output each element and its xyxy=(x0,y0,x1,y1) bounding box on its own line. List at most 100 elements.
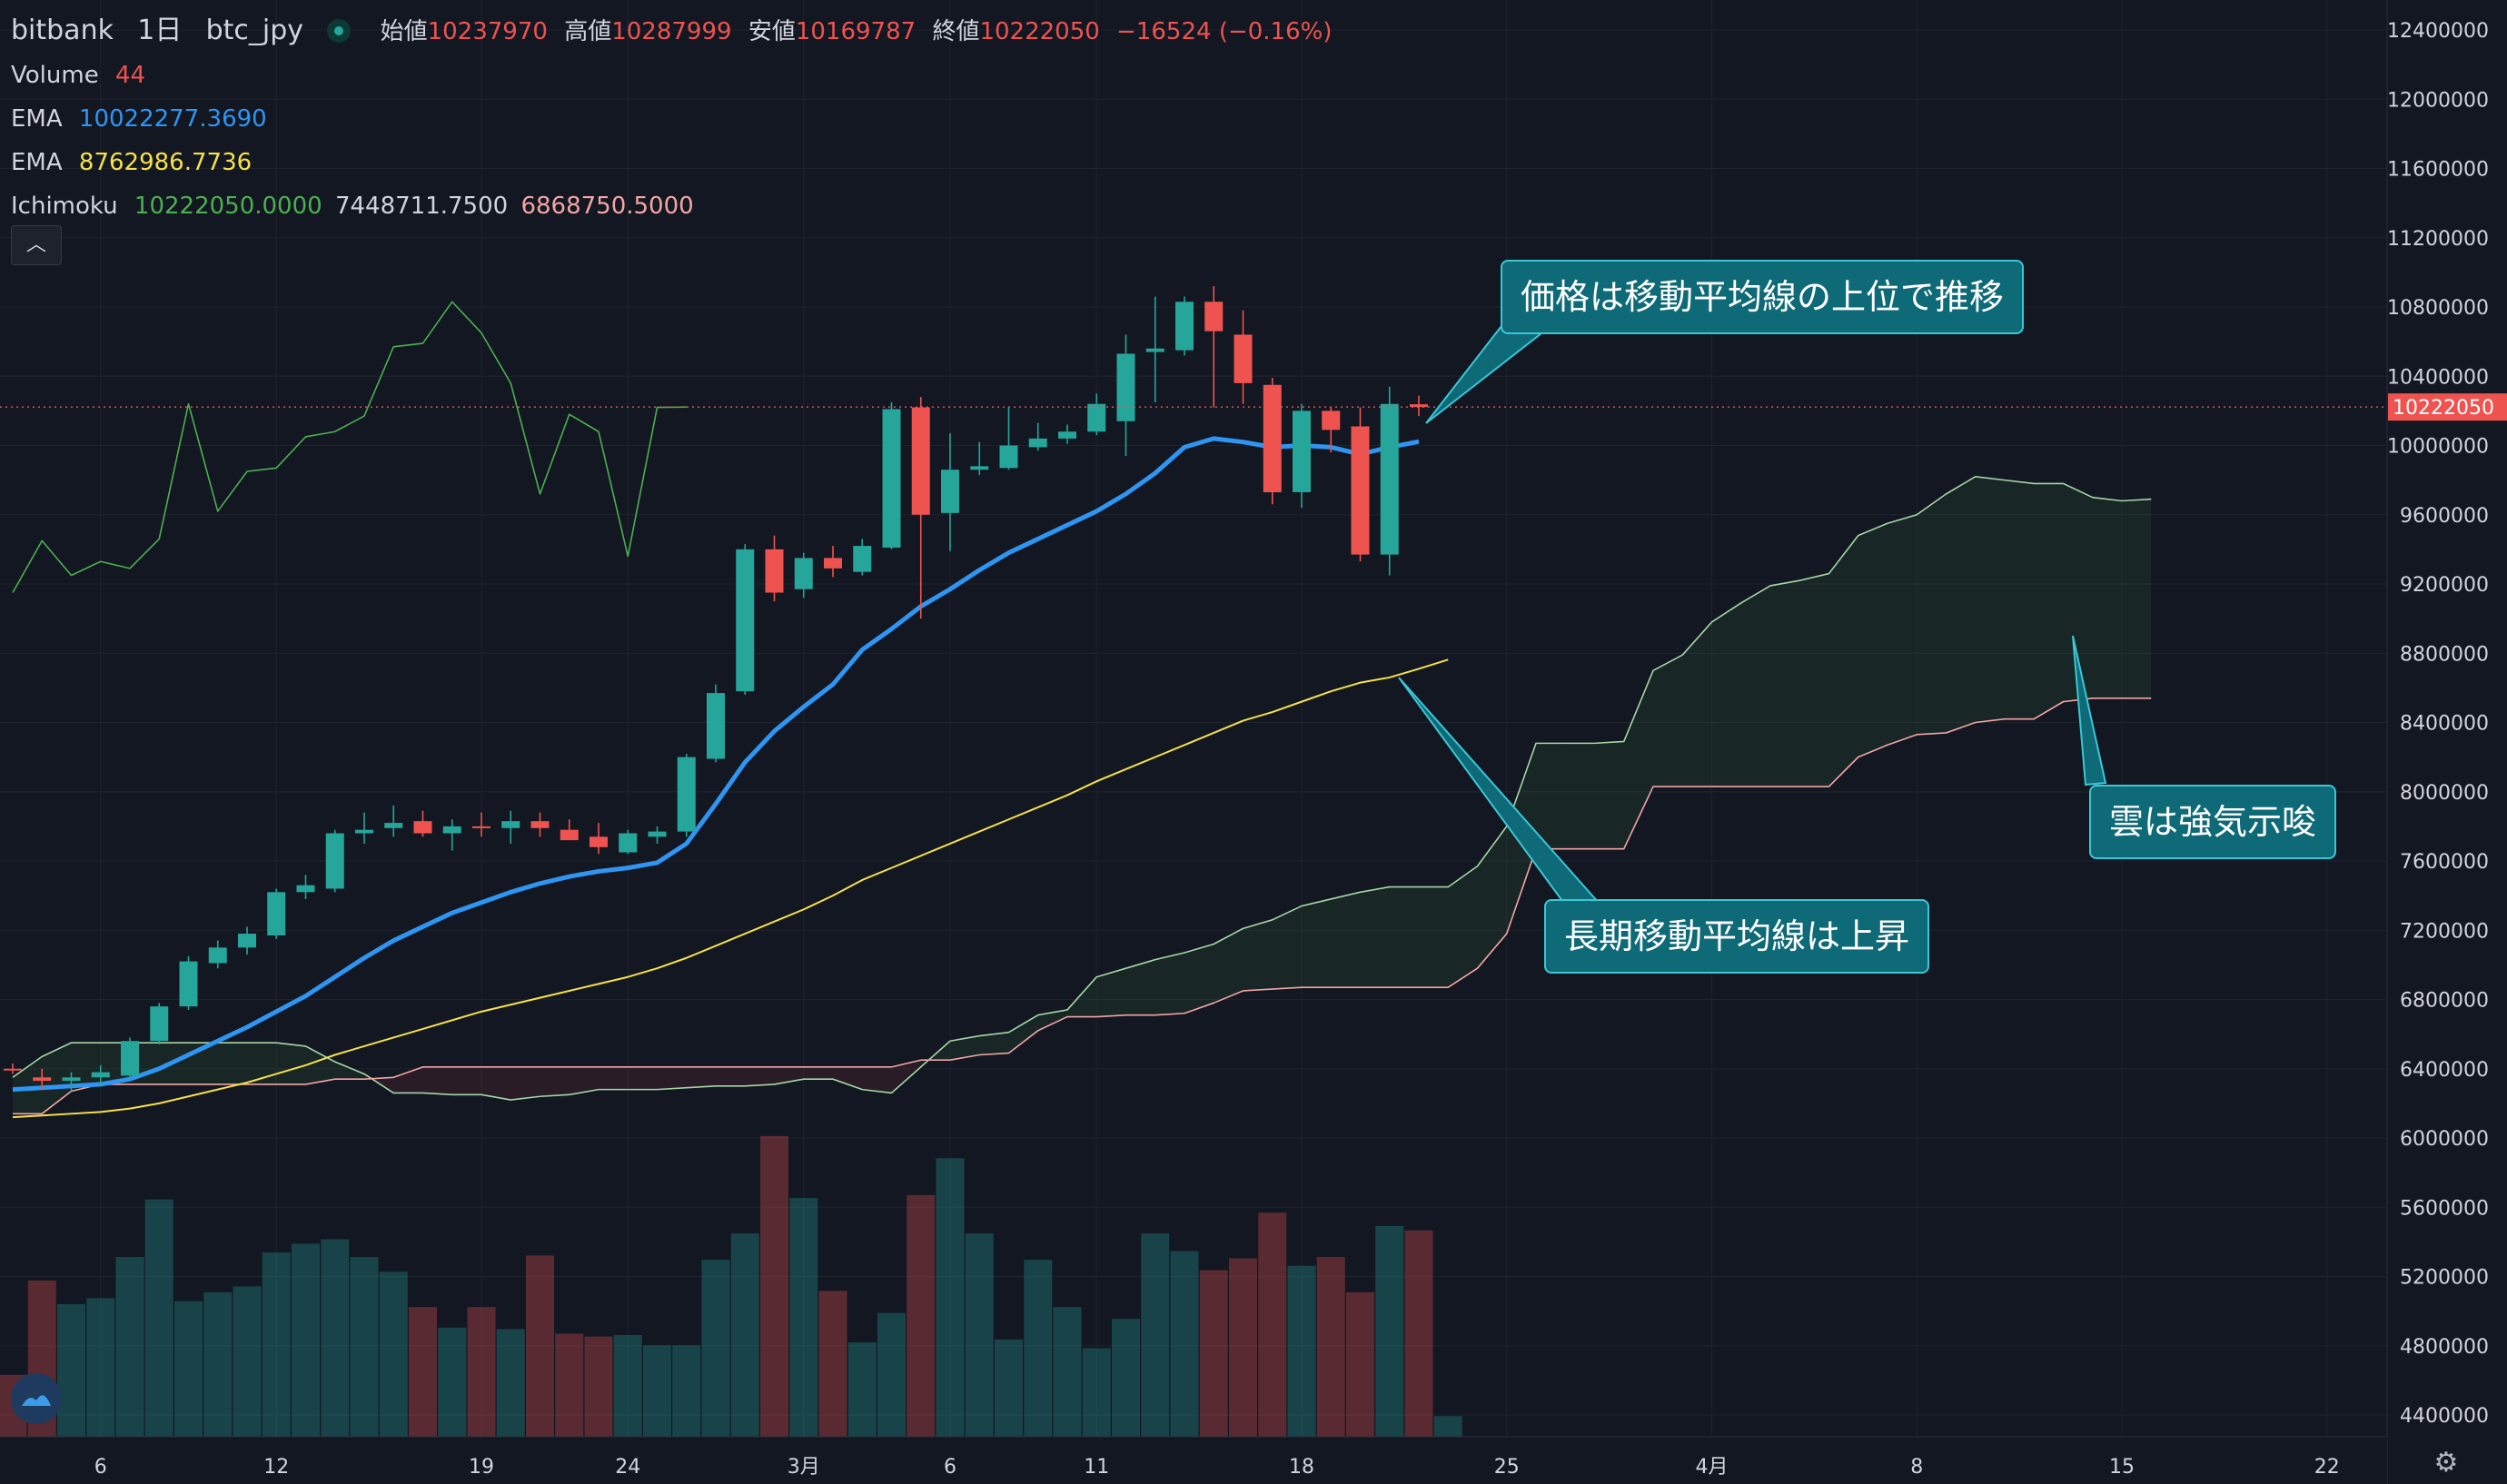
candle[interactable] xyxy=(999,407,1018,470)
candle[interactable] xyxy=(1263,378,1282,505)
candle[interactable] xyxy=(619,829,638,855)
candle[interactable] xyxy=(208,940,227,969)
candle-body xyxy=(1322,411,1341,430)
x-tick-label: 11 xyxy=(1084,1456,1109,1479)
candle[interactable] xyxy=(62,1072,81,1092)
candle[interactable] xyxy=(267,888,286,939)
indicator-lines xyxy=(12,301,2152,1119)
cloud-segment xyxy=(2034,483,2064,719)
candle[interactable] xyxy=(1087,393,1106,436)
current-price-label: 10222050 xyxy=(2393,397,2494,420)
candle-body xyxy=(384,823,403,828)
candle-body xyxy=(472,826,490,828)
candle[interactable] xyxy=(1234,310,1253,404)
candle[interactable] xyxy=(941,433,959,551)
y-tick-label: 6000000 xyxy=(2400,1128,2489,1151)
candle[interactable] xyxy=(501,810,520,844)
open-label: 始値 xyxy=(380,18,428,45)
annotation-long-ma-rising[interactable]: 長期移動平均線は上昇 xyxy=(1544,899,1930,974)
candle[interactable] xyxy=(1116,334,1135,456)
cloud-segment xyxy=(13,1056,43,1114)
cloud-segment xyxy=(1740,585,1770,787)
candle[interactable] xyxy=(355,812,373,844)
cloud-segment xyxy=(1302,898,1332,988)
candle[interactable] xyxy=(1351,407,1370,562)
volume-label: Volume xyxy=(11,62,99,89)
annotation-cloud-bullish[interactable]: 雲は強気示唆 xyxy=(2089,785,2337,859)
candle[interactable] xyxy=(4,1064,22,1074)
candle[interactable] xyxy=(1058,424,1076,444)
candle[interactable] xyxy=(560,819,579,841)
candle[interactable] xyxy=(911,397,930,619)
ichimoku-legend[interactable]: Ichimoku 10222050.0000 7448711.7500 6868… xyxy=(11,184,1342,228)
ema-short-legend[interactable]: EMA 10022277.3690 xyxy=(11,97,1342,141)
candle[interactable] xyxy=(472,812,490,837)
ichimoku-value-2: 7448711.7500 xyxy=(334,193,509,220)
lagging-span-line xyxy=(12,301,687,593)
cloud-segment xyxy=(979,1032,1009,1055)
candle[interactable] xyxy=(736,544,755,695)
candle[interactable] xyxy=(1175,296,1194,356)
candle[interactable] xyxy=(1380,386,1399,576)
cloud-segment xyxy=(334,1062,364,1080)
cloud-segment xyxy=(1711,602,1741,787)
span-a-line xyxy=(12,476,2152,1101)
candle[interactable] xyxy=(882,401,901,549)
candle[interactable] xyxy=(413,810,432,837)
gear-icon[interactable]: ⚙ xyxy=(2433,1447,2459,1479)
candle[interactable] xyxy=(91,1064,110,1086)
candle[interactable] xyxy=(794,552,813,599)
cloud-segment xyxy=(540,1066,570,1097)
tradingview-logo-icon[interactable] xyxy=(11,1373,62,1424)
volume-bar xyxy=(965,1233,994,1437)
candle[interactable] xyxy=(1204,286,1224,408)
candle[interactable] xyxy=(707,684,725,763)
annotation-price-above-ma[interactable]: 価格は移動平均線の上位で推移 xyxy=(1501,260,2025,334)
candle[interactable] xyxy=(121,1037,139,1080)
candle[interactable] xyxy=(530,812,550,837)
candle[interactable] xyxy=(442,819,461,851)
x-axis-panel xyxy=(0,1437,2387,1484)
candle[interactable] xyxy=(970,441,989,475)
candle[interactable] xyxy=(1293,403,1311,509)
candle[interactable] xyxy=(677,753,696,837)
candle[interactable] xyxy=(325,829,344,893)
cloud-segment xyxy=(1008,1014,1038,1054)
candle[interactable] xyxy=(1410,395,1428,417)
exchange-name[interactable]: bitbank xyxy=(11,15,114,46)
candle[interactable] xyxy=(238,926,256,955)
candle[interactable] xyxy=(590,823,608,855)
candle-body xyxy=(1410,404,1428,408)
candle[interactable] xyxy=(150,1003,169,1045)
candle[interactable] xyxy=(853,539,872,576)
volume-legend[interactable]: Volume 44 xyxy=(11,54,1342,97)
candle-body xyxy=(1058,431,1076,439)
candle[interactable] xyxy=(648,826,667,844)
candle[interactable] xyxy=(824,546,842,578)
candle[interactable] xyxy=(1028,422,1047,451)
interval-label[interactable]: 1日 xyxy=(137,15,183,46)
candle[interactable] xyxy=(765,535,784,602)
ema-long-line xyxy=(12,658,1449,1119)
candle-body xyxy=(296,885,315,893)
y-tick-label: 12000000 xyxy=(2387,89,2489,112)
candle[interactable] xyxy=(296,875,315,899)
ema-long-legend[interactable]: EMA 8762986.7736 xyxy=(11,141,1342,184)
candle[interactable] xyxy=(1322,407,1341,453)
collapse-legend-button[interactable]: ︿ xyxy=(11,225,62,265)
candle-body xyxy=(619,833,638,853)
volume-bar xyxy=(936,1158,965,1437)
candle[interactable] xyxy=(384,806,403,837)
symbol-name[interactable]: btc_jpy xyxy=(205,15,304,46)
y-tick-label: 8800000 xyxy=(2400,643,2489,666)
grid xyxy=(0,0,2387,1437)
cloud-segment xyxy=(803,1066,833,1080)
cloud-segment xyxy=(422,1066,452,1095)
candles[interactable] xyxy=(4,286,1428,1092)
candle[interactable] xyxy=(33,1068,52,1090)
ichimoku-value-3: 6868750.5000 xyxy=(520,193,694,220)
candle[interactable] xyxy=(1145,296,1164,402)
candle[interactable] xyxy=(179,955,198,1010)
